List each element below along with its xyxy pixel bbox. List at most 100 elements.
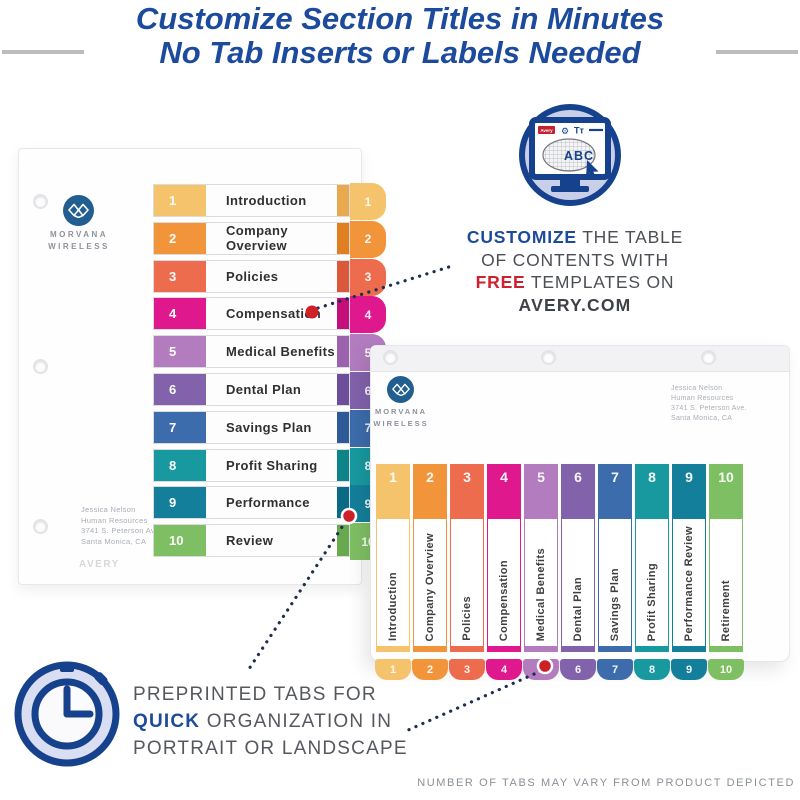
section-label: Savings Plan (206, 411, 337, 443)
section-label: Introduction (206, 185, 337, 216)
section-edge-bar (598, 646, 632, 652)
section-label: Retirement (720, 579, 732, 641)
portrait-index-tab: 4 (350, 296, 386, 334)
portrait-section-row: 6 Dental Plan 6 (153, 372, 386, 409)
section-edge-bar (337, 298, 349, 330)
portrait-divider-page: MORVANA WIRELESS Jessica Nelson Human Res… (18, 148, 386, 585)
section-body: Savings Plan (598, 519, 632, 646)
avery-com-text: AVERY.COM (518, 294, 632, 315)
section-number: 5 (154, 336, 206, 368)
section-number: 2 (413, 464, 447, 519)
portrait-section-row: 10 Review 10 (153, 523, 386, 561)
landscape-section-column: 2 Company Overview (413, 464, 447, 652)
section-edge-bar (337, 336, 349, 368)
section-body: Medical Benefits (524, 519, 558, 646)
section-label: Company Overview (206, 222, 337, 254)
contact-line: Human Resources (671, 395, 734, 402)
portrait-index-tab: 2 (350, 220, 386, 258)
section-label: Policies (206, 260, 337, 292)
section-label: Compensation (498, 559, 510, 641)
section-label: Compensation (206, 298, 337, 330)
portrait-section-row: 5 Medical Benefits 5 (153, 334, 386, 372)
section-edge-bar (709, 646, 743, 652)
section-body: Profit Sharing (635, 519, 669, 646)
landscape-section-column: 6 Dental Plan (561, 464, 595, 652)
portrait-section-row: 4 Compensation 4 (153, 296, 386, 334)
section-number: 7 (154, 411, 206, 443)
section-number: 9 (672, 464, 706, 519)
section-edge-bar (337, 374, 349, 405)
section-label: Policies (461, 596, 473, 641)
portrait-section-row: 8 Profit Sharing 8 (153, 447, 386, 485)
section-label: Performance (206, 487, 337, 519)
free-word: FREE (475, 272, 526, 292)
morvana-logo-icon (63, 195, 94, 226)
landscape-section-column: 4 Compensation (487, 464, 521, 652)
section-edge-bar (561, 646, 595, 652)
section-number: 8 (635, 464, 669, 519)
landscape-section-column: 3 Policies (450, 464, 484, 652)
section-edge-bar (450, 646, 484, 652)
section-label: Introduction (387, 572, 399, 641)
section-body: Performance Review (672, 519, 706, 646)
section-number: 6 (154, 374, 206, 405)
section-label: Review (206, 525, 337, 557)
contact-line: 3741 S. Peterson Ave. (671, 405, 747, 412)
morvana-logo-icon (387, 376, 414, 403)
customize-callout: CUSTOMIZE THE TABLE OF CONTENTS WITH FRE… (424, 226, 726, 316)
portrait-section-row: 3 Policies 3 (153, 258, 386, 296)
headline-rule-left (2, 50, 84, 54)
section-body: Retirement (709, 519, 743, 646)
punch-hole (33, 194, 48, 209)
customize-word: CUSTOMIZE (466, 227, 577, 247)
abc-text: ABC (564, 149, 594, 163)
section-body: Introduction (376, 519, 410, 646)
contact-line: 3741 S. Peterson Ave. (81, 526, 162, 535)
section-label: Savings Plan (609, 567, 621, 641)
preprinted-callout: PREPRINTED TABS FOR QUICK ORGANIZATION I… (133, 684, 408, 759)
avery-watermark: AVERY (79, 559, 120, 570)
gear-icon: ⚙ (561, 126, 569, 136)
section-number: 1 (376, 464, 410, 519)
text-format-icon: Tт (574, 126, 584, 136)
portrait-section-row: 2 Company Overview 2 (153, 220, 386, 258)
section-number: 10 (154, 525, 206, 557)
section-label: Dental Plan (572, 576, 584, 641)
landscape-index-tab: 4 (486, 659, 522, 680)
section-edge-bar (635, 646, 669, 652)
section-number: 8 (154, 449, 206, 481)
section-number: 10 (709, 464, 743, 519)
contact-block: Jessica Nelson Human Resources 3741 S. Pet… (81, 505, 162, 547)
punch-hole (33, 519, 48, 534)
landscape-index-tab: 5 (523, 659, 559, 680)
section-label: Medical Benefits (206, 336, 337, 368)
portrait-section-row: 9 Performance 9 (153, 485, 386, 523)
section-label: Performance Review (683, 525, 695, 641)
section-number: 4 (154, 298, 206, 330)
headline-rule-right (716, 50, 798, 54)
section-body: Compensation (487, 519, 521, 646)
landscape-index-tab: 6 (560, 659, 596, 680)
landscape-index-tab: 8 (634, 659, 670, 680)
quick-clock-icon (14, 661, 120, 767)
section-body: Company Overview (413, 519, 447, 646)
landscape-index-tab: 1 (375, 659, 411, 680)
landscape-divider-page: MORVANA WIRELESS Jessica Nelson Human Res… (370, 345, 790, 680)
avery-chip-label: Avery (540, 128, 553, 133)
landscape-index-tab: 3 (449, 659, 485, 680)
portrait-index-tab: 3 (350, 258, 386, 296)
section-label: Profit Sharing (646, 562, 658, 641)
label-oval-grid (542, 138, 596, 172)
section-label: Medical Benefits (535, 547, 547, 641)
section-edge-bar (487, 646, 521, 652)
section-number: 1 (154, 185, 206, 216)
headline: Customize Section Titles in Minutes No T… (0, 2, 800, 70)
section-edge-bar (672, 646, 706, 652)
customize-monitor-icon: Avery ⚙ Tт ABC (519, 104, 621, 206)
section-edge-bar (337, 411, 349, 443)
section-edge-bar (337, 260, 349, 292)
landscape-section-column: 1 Introduction (376, 464, 410, 652)
cursor-arrow-icon (586, 160, 599, 180)
section-edge-bar (376, 646, 410, 652)
